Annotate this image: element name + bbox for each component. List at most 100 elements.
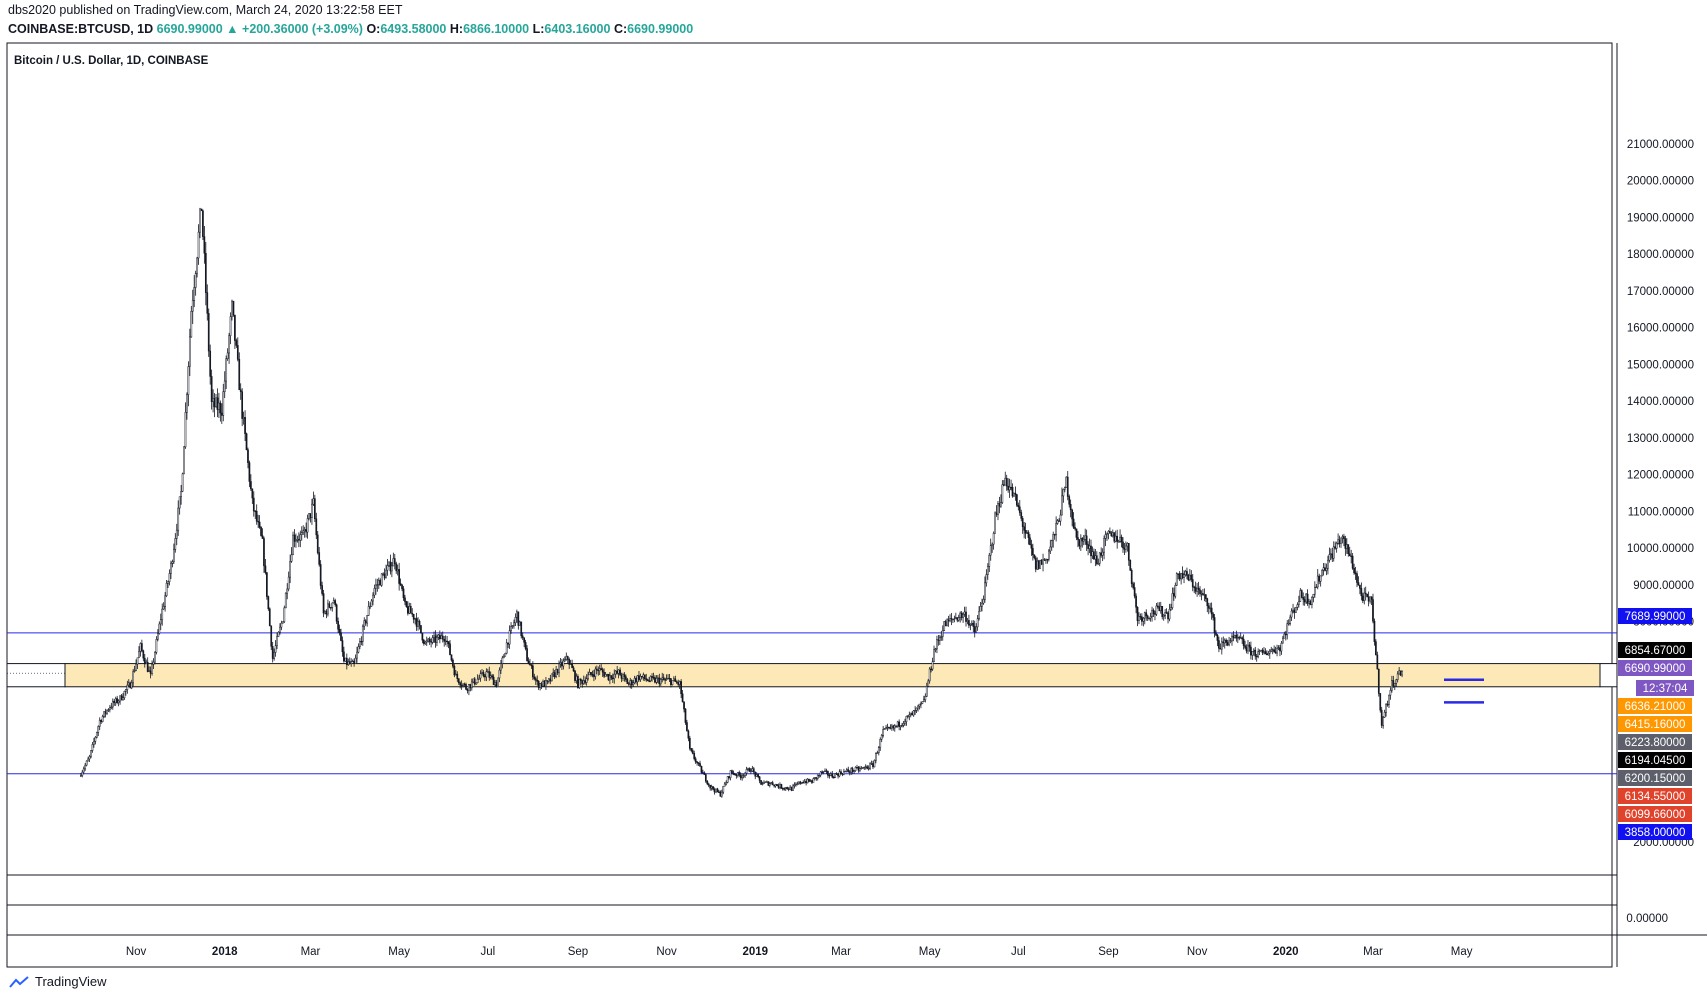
- footer-brand: TradingView: [35, 974, 107, 989]
- candle-body: [545, 680, 547, 687]
- candle-body: [683, 701, 685, 710]
- candle-body: [462, 683, 464, 686]
- price-label-text: 6690.99000: [1625, 663, 1686, 675]
- candle-body: [696, 761, 698, 763]
- candle-body: [825, 770, 828, 772]
- candle-body: [998, 503, 1001, 507]
- candle-body: [675, 681, 678, 683]
- candle-body: [316, 534, 319, 553]
- candle-body: [255, 510, 258, 522]
- candle-body: [122, 697, 124, 701]
- candle-body: [1273, 649, 1275, 653]
- candle-body: [950, 618, 953, 620]
- candle-body: [1373, 620, 1376, 642]
- candle-body: [1016, 494, 1018, 506]
- candle-body: [348, 661, 351, 664]
- candle-body: [325, 611, 328, 615]
- candle-body: [107, 709, 110, 711]
- candle-body: [1228, 640, 1230, 646]
- candle-body: [1202, 593, 1204, 595]
- candle-body: [767, 781, 770, 786]
- candle-body: [473, 678, 476, 685]
- candle-body: [1248, 644, 1251, 648]
- candle-body: [854, 767, 857, 771]
- candle-body: [162, 606, 165, 610]
- candle-body: [133, 670, 136, 672]
- candle-body: [707, 783, 710, 786]
- candle-body: [1127, 543, 1130, 561]
- candle-body: [1119, 536, 1121, 542]
- candle-body: [577, 676, 579, 688]
- candle-body: [1344, 538, 1347, 549]
- candle-body: [380, 573, 383, 586]
- candle-body: [1129, 559, 1132, 571]
- candle-body: [1037, 560, 1040, 569]
- candle-body: [715, 788, 717, 793]
- candle-body: [385, 569, 387, 579]
- candle-body: [1234, 634, 1236, 639]
- candle-body: [222, 391, 225, 416]
- candle-body: [123, 691, 126, 698]
- candle-body: [159, 619, 162, 625]
- y-tick-label-lower-pane: 0.00000: [1626, 913, 1668, 925]
- candle-body: [1391, 680, 1393, 691]
- candle-body: [152, 661, 155, 665]
- candle-body: [507, 642, 510, 645]
- candle-body: [915, 707, 918, 711]
- candle-body: [831, 773, 834, 778]
- candle-body: [1300, 590, 1303, 598]
- candle-body: [1343, 536, 1345, 539]
- candle-body: [1030, 544, 1033, 549]
- candle-body: [363, 620, 366, 627]
- candle-body: [199, 208, 201, 233]
- candle-body: [764, 781, 767, 783]
- candle-body: [481, 672, 483, 674]
- candle-body: [1257, 651, 1260, 658]
- candle-body: [504, 652, 507, 657]
- price-label-text: 6854.67000: [1625, 645, 1686, 657]
- close-label: C:: [613, 22, 628, 36]
- candle-body: [449, 643, 451, 656]
- candle-body: [235, 340, 238, 346]
- candle-body: [158, 623, 161, 634]
- candle-body: [633, 678, 636, 684]
- candle-body: [639, 676, 642, 680]
- candle-body: [520, 621, 523, 637]
- price-label-text: 12:37:04: [1643, 683, 1688, 695]
- candle-body: [277, 631, 280, 637]
- price-label-box: [1618, 770, 1692, 786]
- candle-body: [1001, 484, 1004, 503]
- candle-body: [1332, 546, 1335, 559]
- candle-body: [209, 350, 212, 377]
- candle-body: [450, 654, 453, 661]
- candle-body: [1331, 553, 1334, 559]
- candle-body: [684, 708, 687, 723]
- candle-body: [552, 672, 555, 675]
- candle-body: [376, 584, 379, 586]
- support-zone[interactable]: [64, 663, 1601, 688]
- candle-body: [1122, 541, 1124, 549]
- candle-body: [100, 720, 103, 722]
- candle-body: [886, 726, 889, 729]
- candle-body: [1254, 649, 1257, 657]
- candle-body: [1005, 477, 1008, 487]
- candle-body: [1027, 532, 1030, 538]
- candle-body: [822, 771, 825, 773]
- candle-body: [373, 588, 376, 596]
- candle-body: [357, 646, 360, 653]
- tradingview-logo[interactable]: TradingView: [8, 974, 107, 989]
- candle-body: [988, 554, 991, 567]
- candle-body: [523, 637, 525, 643]
- candle-body: [542, 680, 544, 687]
- candle-body: [632, 682, 635, 686]
- candle-body: [181, 473, 184, 492]
- candle-body: [819, 771, 822, 776]
- candle-body: [164, 595, 166, 607]
- candle-body: [540, 683, 543, 687]
- candle-body: [231, 300, 233, 317]
- candle-body: [559, 662, 562, 665]
- candle-body: [521, 635, 524, 638]
- candle-body: [1329, 553, 1332, 555]
- candle-body: [232, 300, 235, 316]
